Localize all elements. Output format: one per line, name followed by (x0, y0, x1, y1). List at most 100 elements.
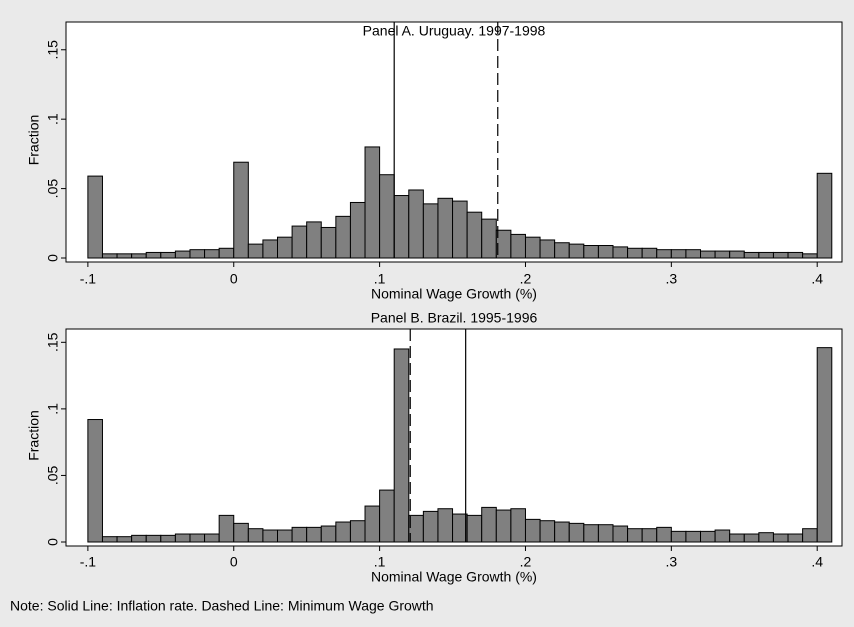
bar (452, 513, 468, 543)
x-tick-label: .3 (665, 554, 677, 570)
bar (87, 175, 103, 259)
bar (656, 526, 672, 543)
bar (189, 533, 206, 543)
bar (627, 528, 643, 543)
bar (714, 529, 731, 543)
bar (627, 247, 643, 259)
bar (772, 251, 789, 259)
bar (306, 526, 322, 543)
bar (700, 530, 716, 543)
bar (758, 532, 774, 543)
bar (495, 229, 512, 259)
y-tick-label: .1 (45, 113, 61, 125)
bar (145, 534, 162, 543)
y-tick-label: 0 (45, 538, 61, 546)
bar (116, 536, 133, 543)
bar (466, 211, 483, 259)
x-tick-label: 0 (230, 271, 238, 287)
bar (670, 530, 687, 543)
x-tick-label: .4 (811, 554, 823, 570)
bar (481, 506, 497, 543)
bar (437, 508, 454, 543)
bar (597, 245, 614, 259)
bar (787, 251, 804, 259)
bar (597, 524, 614, 543)
x-tick-label: -.1 (80, 271, 97, 287)
bar (466, 514, 483, 543)
bar (481, 218, 497, 259)
bar (189, 249, 206, 259)
bar (729, 250, 745, 259)
bar (510, 233, 526, 259)
bar (379, 174, 395, 259)
bar (772, 533, 789, 543)
note: Note: Solid Line: Inflation rate. Dashed… (10, 598, 434, 614)
bar (87, 419, 103, 543)
panel-title: Panel A. Uruguay. 1997-1998 (363, 23, 546, 39)
x-tick-label: .1 (374, 554, 386, 570)
bar (262, 529, 279, 543)
bar (247, 528, 264, 543)
y-tick-label: .15 (45, 332, 61, 352)
x-tick-label: 0 (230, 554, 238, 570)
bar (218, 247, 235, 259)
bar (743, 251, 760, 259)
bar (262, 239, 279, 259)
bar (539, 239, 556, 259)
bar (247, 243, 264, 259)
x-tick-label: -.1 (80, 554, 97, 570)
bar (641, 247, 658, 259)
bar (408, 514, 424, 543)
bar (539, 520, 556, 543)
bar (583, 524, 599, 543)
bar (583, 245, 599, 259)
bar (145, 251, 162, 259)
bar (291, 225, 308, 259)
bar (554, 521, 570, 543)
bar (160, 251, 176, 259)
bar (291, 526, 308, 543)
bar (101, 536, 118, 543)
bar (408, 189, 424, 259)
bar (685, 249, 702, 259)
bar (335, 521, 351, 543)
x-tick-label: .3 (665, 271, 677, 287)
x-axis-label: Nominal Wage Growth (%) (371, 286, 537, 302)
x-axis-label: Nominal Wage Growth (%) (371, 569, 537, 585)
bar (422, 510, 439, 543)
bar (612, 246, 629, 259)
bar (306, 221, 322, 259)
bar (364, 505, 381, 543)
plot-area (65, 328, 843, 547)
bar (656, 249, 672, 259)
bar (101, 253, 118, 259)
bar (160, 534, 176, 543)
bar (131, 253, 147, 259)
bar (700, 250, 716, 259)
bar (816, 172, 833, 259)
bar (437, 197, 454, 259)
bar (174, 250, 191, 259)
bar (174, 533, 191, 543)
x-tick-label: .2 (520, 271, 532, 287)
bar (379, 489, 395, 543)
bar (277, 529, 293, 543)
bar (524, 236, 541, 259)
bar (277, 236, 293, 259)
bar (204, 249, 220, 259)
bar (568, 522, 585, 543)
bar (743, 533, 760, 543)
bar (204, 533, 220, 543)
bar (218, 514, 235, 543)
bar (393, 195, 410, 259)
bar (729, 533, 745, 543)
bar (714, 250, 731, 259)
bar (452, 200, 468, 259)
bar (393, 348, 410, 543)
bar (612, 525, 629, 543)
bar (320, 525, 337, 543)
x-tick-label: .2 (520, 554, 532, 570)
bar (116, 253, 133, 259)
bar (349, 201, 366, 259)
